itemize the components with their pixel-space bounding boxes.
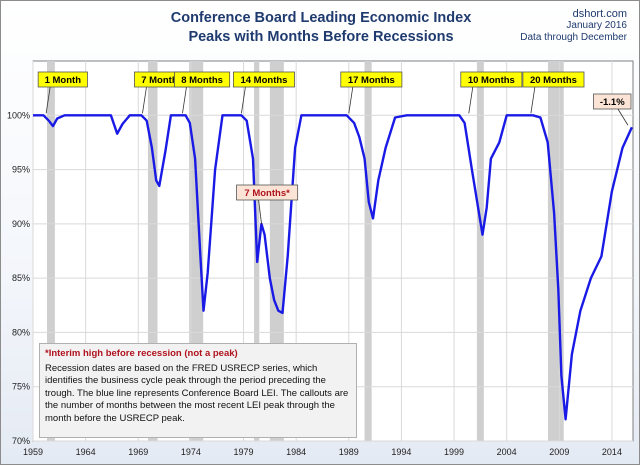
source-site: dshort.com [572, 8, 627, 20]
callout-leader-6 [530, 86, 536, 114]
callout-label-1: 7 Months [141, 75, 183, 86]
recession-band-1 [147, 61, 158, 441]
recession-band-5 [364, 61, 372, 441]
y-tick-label: 80% [12, 327, 30, 337]
y-tick-label: 95% [12, 165, 30, 175]
callout-leader-1 [142, 86, 147, 114]
callout-box-3 [233, 71, 295, 88]
callout-leader-2 [182, 86, 187, 114]
x-tick-label: 1974 [181, 447, 201, 457]
source-note: Data through December [520, 32, 627, 43]
source-block: dshort.com January 2016 Data through Dec… [520, 8, 627, 44]
callout-leader-4 [348, 86, 354, 114]
callout-label-0: 1 Month [45, 75, 82, 86]
callout-label-8: -1.1% [600, 97, 625, 108]
callout-box-2 [174, 71, 231, 88]
callout-box-5 [460, 71, 523, 88]
chart-title-line1: Conference Board Leading Economic Index [170, 10, 472, 26]
x-tick-label: 2009 [549, 447, 569, 457]
x-tick-label: 2004 [497, 447, 517, 457]
x-tick-label: 1979 [234, 447, 254, 457]
source-date: January 2016 [566, 20, 627, 31]
callout-label-2: 8 Months [181, 75, 223, 86]
x-tick-label: 1969 [128, 447, 148, 457]
callout-label-7: 7 Months* [244, 188, 290, 199]
callout-leader-0 [45, 86, 51, 114]
y-tick-label: 90% [12, 219, 30, 229]
callout-leader-8 [617, 108, 629, 126]
x-tick-label: 1994 [391, 447, 411, 457]
callout-box-7 [236, 184, 299, 201]
y-tick-label: 75% [12, 382, 30, 392]
x-tick-label: 1964 [76, 447, 96, 457]
callout-label-6: 20 Months [530, 75, 577, 86]
y-tick-label: 85% [12, 273, 30, 283]
x-tick-label: 1959 [23, 447, 43, 457]
y-tick-label: 70% [12, 436, 30, 446]
callout-leader-3 [241, 86, 246, 114]
callout-box-8 [593, 93, 632, 110]
x-tick-label: 1989 [339, 447, 359, 457]
callout-label-4: 17 Months [348, 75, 395, 86]
interim-note: *Interim high before recession (not a pe… [45, 348, 238, 359]
callout-label-5: 10 Months [468, 75, 515, 86]
x-tick-label: 1984 [286, 447, 306, 457]
x-tick-label: 1999 [444, 447, 464, 457]
recession-band-6 [476, 61, 484, 441]
x-tick-label: 2014 [602, 447, 622, 457]
callout-label-3: 14 Months [240, 75, 287, 86]
notes-box: *Interim high before recession (not a pe… [39, 343, 357, 438]
callout-box-6 [522, 71, 585, 88]
chart-title-line2: Peaks with Months Before Recessions [188, 29, 454, 45]
callout-leader-7 [258, 199, 262, 225]
series-line-lei [33, 114, 633, 421]
description-note: Recession dates are based on the FRED US… [45, 362, 349, 424]
y-tick-label: 100% [7, 110, 30, 120]
chart-title: Conference Board Leading Economic Index … [1, 9, 640, 47]
callout-box-0 [37, 71, 88, 88]
callout-leader-5 [468, 86, 474, 114]
recession-band-0 [47, 61, 55, 441]
callout-box-4 [340, 71, 403, 88]
